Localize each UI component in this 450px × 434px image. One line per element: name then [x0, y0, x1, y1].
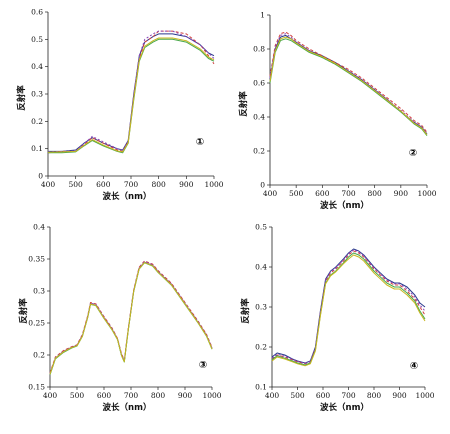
y-tick-label: 0.8: [253, 45, 265, 54]
x-tick-label: 700: [341, 391, 356, 400]
y-tick-label: 0.4: [33, 223, 45, 232]
x-tick-label: 400: [43, 391, 58, 400]
y-tick-label: 0.5: [255, 223, 267, 232]
series-line-1: [269, 34, 428, 135]
x-tick-label: 600: [316, 391, 331, 400]
series-line-5: [271, 254, 426, 367]
x-tick-label: 700: [124, 180, 139, 189]
series-line-3: [47, 30, 215, 153]
y-tick-label: 0.6: [31, 8, 43, 17]
panel-number-badge: ④: [410, 361, 418, 372]
x-axis-title: 波长（nm）: [103, 402, 152, 413]
series-line-4: [48, 38, 215, 154]
x-tick-label: 600: [97, 391, 112, 400]
x-tick-label: 900: [178, 391, 193, 400]
y-tick-label: 0.1: [31, 144, 43, 153]
y-tick-label: 0.2: [253, 147, 265, 156]
y-tick-label: 0.4: [253, 113, 265, 122]
x-tick-label: 400: [265, 391, 280, 400]
panel-number-badge: ③: [199, 360, 207, 371]
x-tick-label: 600: [315, 189, 330, 198]
x-tick-label: 800: [368, 189, 383, 198]
series-line-2: [271, 250, 426, 365]
series-line-3: [49, 261, 213, 374]
y-tick-label: 0.2: [33, 351, 45, 360]
x-tick-label: 700: [124, 391, 139, 400]
series-line-5: [49, 262, 213, 375]
series-line-2: [269, 31, 428, 133]
x-tick-label: 400: [41, 180, 56, 189]
panel-number-badge: ①: [196, 137, 204, 148]
y-tick-label: 0.4: [31, 62, 43, 71]
x-tick-label: 1000: [417, 189, 436, 198]
y-tick-label: 0.3: [31, 90, 43, 99]
x-tick-label: 1000: [204, 180, 223, 189]
y-tick-label: 0.2: [31, 117, 43, 126]
x-tick-label: 500: [290, 391, 305, 400]
x-tick-label: 700: [341, 189, 356, 198]
panel-number-badge: ②: [409, 148, 417, 159]
y-axis-title: 反射率: [18, 298, 29, 324]
x-tick-label: 900: [179, 180, 194, 189]
y-tick-label: 0.3: [33, 287, 45, 296]
y-axis-title: 反射率: [238, 91, 249, 117]
series-line-1: [49, 261, 213, 375]
series-line-5: [269, 36, 428, 136]
series-line-4: [271, 252, 426, 366]
chart-panel-1: 400 500 600 700 800 900 1000 0 0.1 0.2 0.3 0.4 0.5 0.…: [16, 8, 224, 203]
series-line-2: [49, 260, 213, 374]
series-line-1: [271, 248, 426, 364]
series-line-3: [269, 33, 428, 135]
x-tick-label: 500: [289, 189, 304, 198]
series-line-5: [47, 37, 215, 153]
y-tick-label: 0.1: [255, 383, 267, 392]
x-tick-label: 800: [151, 391, 166, 400]
y-tick-label: 0.6: [253, 79, 265, 88]
x-tick-label: 900: [394, 189, 409, 198]
x-tick-label: 800: [367, 391, 382, 400]
series-line-4: [49, 262, 213, 375]
x-tick-label: 900: [392, 391, 407, 400]
x-tick-label: 600: [96, 180, 111, 189]
x-tick-label: 500: [70, 391, 85, 400]
y-tick-label: 1: [260, 11, 265, 20]
chart-panel-4: 400 500 600 700 800 900 1000 0.1 0.2 0.3 0.4 0.5 波长（…: [240, 223, 435, 414]
y-tick-label: 0.15: [28, 383, 45, 392]
chart-panel-2: 400 500 600 700 800 900 1000 0 0.2 0.4 0.6 0.8 1 波长（n…: [238, 11, 437, 212]
y-tick-label: 0.5: [31, 35, 43, 44]
x-tick-label: 400: [263, 189, 278, 198]
y-tick-label: 0: [260, 181, 265, 190]
series-line-3: [271, 249, 426, 364]
x-axis-title: 波长（nm）: [320, 200, 369, 211]
series-line-2: [47, 30, 215, 154]
series-line-4: [269, 38, 428, 137]
chart-panel-3: 400 500 600 700 800 900 1000 0.15 0.2 0.25 0.3 0.35…: [18, 223, 222, 414]
y-tick-label: 0.4: [255, 263, 267, 272]
x-axis-title: 波长（nm）: [320, 402, 369, 413]
x-tick-label: 1000: [202, 391, 221, 400]
y-tick-label: 0: [38, 172, 43, 181]
y-tick-label: 0.3: [255, 303, 267, 312]
series-line-1: [48, 33, 215, 152]
y-tick-label: 0.35: [28, 255, 45, 264]
y-tick-label: 0.25: [28, 319, 45, 328]
x-tick-label: 500: [69, 180, 84, 189]
x-axis-title: 波长（nm）: [103, 191, 152, 202]
x-tick-label: 1000: [415, 391, 434, 400]
y-tick-label: 0.2: [255, 343, 267, 352]
x-tick-label: 800: [152, 180, 167, 189]
y-axis-title: 反射率: [240, 298, 251, 324]
y-axis-title: 反射率: [16, 85, 27, 111]
